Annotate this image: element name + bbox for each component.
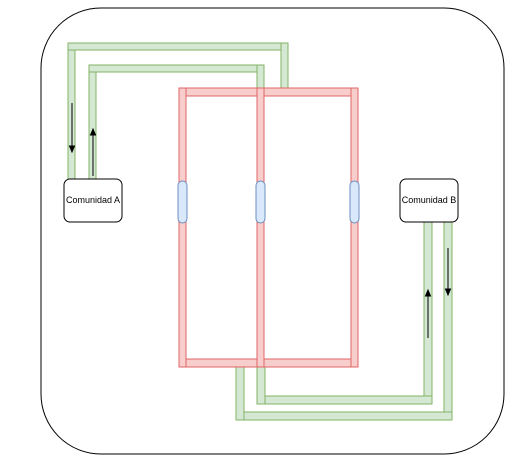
- green-pipe-a-outer-top: [67, 42, 289, 51]
- valve-left: [177, 180, 188, 224]
- arrow-down-b: [444, 248, 452, 297]
- red-left-post-lower: [178, 221, 187, 368]
- red-right-post-upper: [350, 87, 359, 183]
- community-b-label: Comunidad B: [401, 195, 457, 205]
- red-right-post-lower: [350, 221, 359, 368]
- red-top-bar: [178, 87, 359, 97]
- green-pipe-b-outer-bottom: [235, 411, 453, 421]
- green-pipe-a-outer-down: [280, 42, 289, 92]
- arrow-up-b: [424, 288, 432, 338]
- community-a-node[interactable]: [63, 178, 123, 223]
- green-pipe-b-inner-bottom: [256, 395, 433, 405]
- red-middle-post-upper: [256, 87, 265, 183]
- red-left-post-upper: [178, 87, 187, 183]
- green-pipe-b-inner-up: [256, 365, 266, 405]
- valve-middle: [255, 180, 266, 224]
- red-structure: [178, 87, 359, 368]
- arrow-up-a: [89, 127, 97, 176]
- outer-frame: [40, 7, 505, 455]
- community-a-label: Comunidad A: [65, 195, 121, 205]
- flow-arrows: [68, 103, 452, 338]
- green-pipe-a-inner-top: [88, 64, 265, 73]
- community-b-node[interactable]: [399, 178, 459, 223]
- arrow-down-a: [68, 103, 76, 154]
- valves: [177, 180, 360, 224]
- green-pipe-a-inner-down: [256, 64, 265, 92]
- green-pipe-b-outer-up: [235, 365, 245, 421]
- valve-right: [349, 180, 360, 224]
- red-bottom-bar: [178, 358, 359, 368]
- red-middle-post-lower: [256, 221, 265, 368]
